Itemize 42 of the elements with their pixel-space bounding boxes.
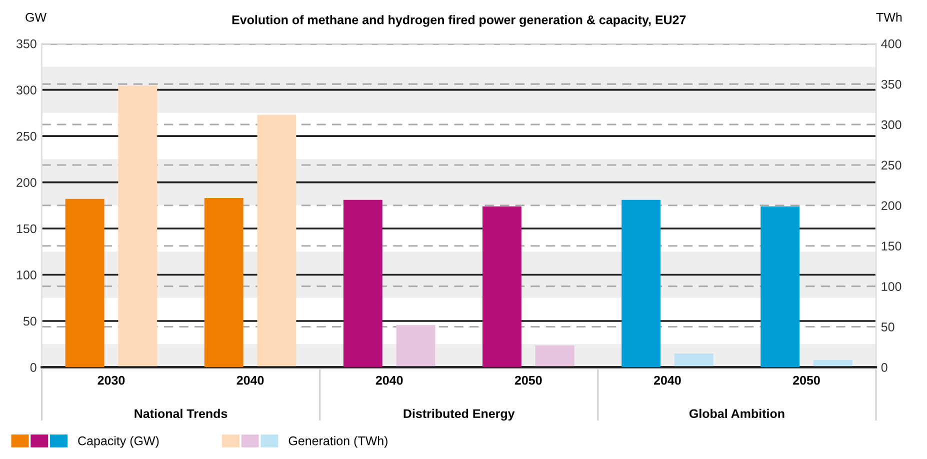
y2-tick-label: 100 (882, 282, 902, 291)
y2-tick-label: 250 (882, 160, 902, 170)
bar (674, 353, 714, 368)
text: Distributed Energy (404, 408, 515, 421)
y2-tick-label: 50 (881, 322, 894, 332)
chart-title: Evolution of methane and hydrogen fired power generation & capacity, EU27 (232, 15, 686, 27)
y2-axis-title: TWh (876, 12, 902, 22)
legend-label: Generation (TWh) (288, 436, 388, 448)
y2-tick-label: 400 (881, 39, 902, 48)
y2-tick-label: 0 (881, 363, 888, 372)
x-tick-label: 2040 (236, 376, 264, 385)
y-tick-label: 100 (16, 270, 36, 280)
x-tick-label: 2030 (98, 376, 125, 385)
bar (118, 86, 158, 368)
legend-label: Capacity (GW) (78, 436, 159, 448)
y-tick-label: 0 (30, 363, 36, 372)
x-tick-label: 2040 (654, 376, 681, 385)
bar (257, 114, 296, 368)
bar (622, 200, 660, 368)
y-tick-label: 350 (16, 39, 36, 48)
bar (65, 198, 104, 368)
y2-tick-label: 150 (882, 242, 902, 251)
y2-tick-label: 350 (881, 80, 902, 89)
y-tick-label: 150 (16, 224, 36, 234)
bar (760, 206, 800, 368)
y2-tick-label: 300 (881, 120, 902, 130)
text: Global Ambition (689, 408, 784, 418)
x-tick-label: 2050 (514, 376, 542, 385)
bar (204, 198, 244, 368)
bar (535, 345, 574, 368)
y-axis-title: GW (26, 12, 47, 22)
y-tick-label: 200 (16, 178, 36, 187)
text: National Trends (134, 408, 228, 418)
y2-tick-label: 200 (882, 201, 902, 210)
bar (396, 325, 436, 368)
x-tick-label: 2050 (793, 376, 820, 385)
y-tick-label: 50 (23, 316, 36, 326)
y-tick-label: 250 (16, 132, 36, 141)
bar (343, 200, 382, 368)
x-tick-label: 2040 (376, 376, 403, 385)
y-tick-label: 300 (16, 86, 36, 94)
bar (482, 206, 522, 368)
